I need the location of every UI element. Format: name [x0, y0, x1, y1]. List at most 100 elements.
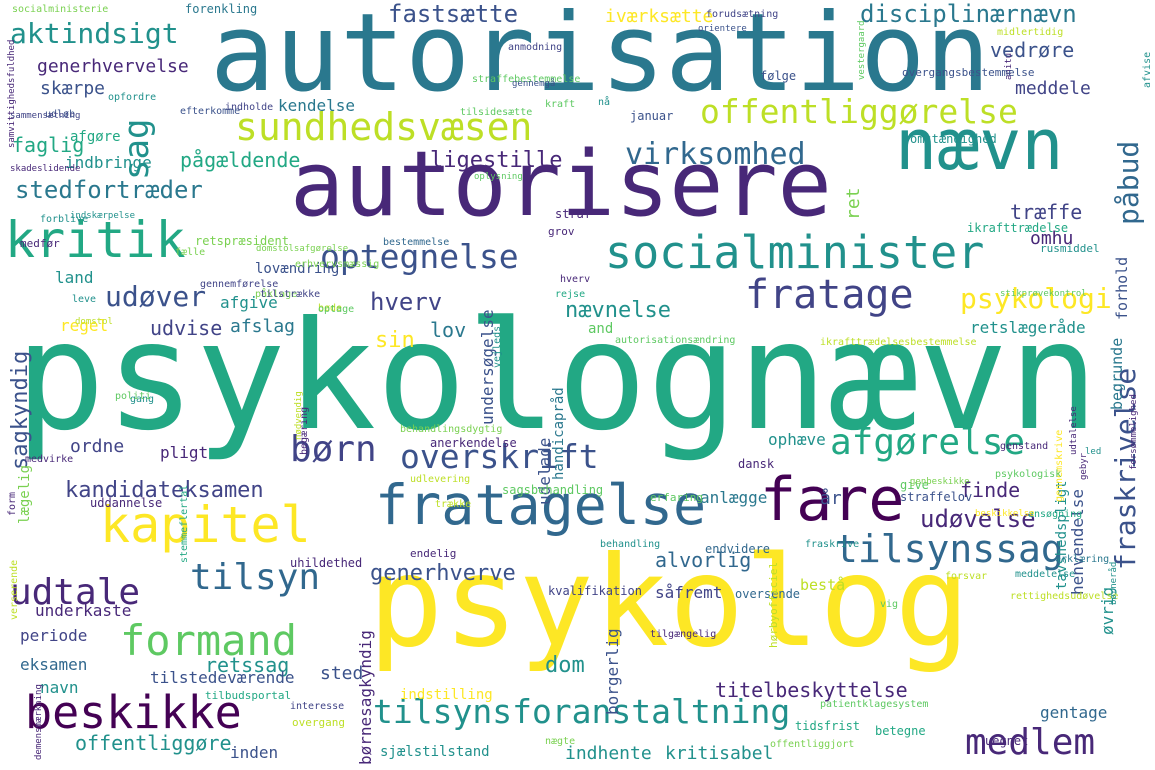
word-19: udtale — [10, 572, 141, 613]
word-140: medfør — [20, 237, 60, 250]
word-194: stikprøvekontrol — [1000, 289, 1087, 299]
word-119: give — [900, 478, 929, 492]
word-52: dom — [545, 653, 585, 678]
word-18: tilsyn — [190, 557, 321, 598]
word-183: børneråd — [1109, 561, 1119, 605]
word-0: psykolognævn — [15, 290, 1099, 464]
word-74: periode — [20, 626, 88, 645]
word-55: finde — [960, 478, 1021, 502]
word-80: indhente — [565, 743, 652, 764]
word-165: vestergaard — [857, 20, 867, 80]
word-3: autorisere — [290, 132, 832, 237]
word-59: begrunde — [1108, 337, 1126, 410]
word-144: påklage — [255, 289, 298, 300]
word-108: sagsbehandling — [502, 483, 604, 497]
word-26: påbud — [1112, 140, 1145, 225]
word-193: erhvervsmæssig — [295, 259, 380, 270]
word-100: kraft — [545, 99, 576, 110]
word-82: gentage — [1040, 703, 1108, 722]
word-1: psykolog — [368, 530, 971, 675]
word-48: omhu — [1030, 228, 1074, 249]
word-154: sammensætning — [10, 111, 81, 121]
word-70: ordne — [70, 436, 125, 457]
word-176: verserende — [9, 559, 20, 620]
word-191: genbeskikke — [910, 477, 970, 487]
word-135: vejleds — [492, 325, 503, 368]
word-189: psykologisk — [995, 469, 1062, 480]
word-182: udtalelse — [1069, 406, 1079, 455]
word-44: iværksætte — [605, 6, 714, 27]
word-175: stemmeflertal — [179, 484, 190, 563]
word-190: beskikkelse — [975, 509, 1035, 519]
word-149: autorisationsændring — [615, 335, 736, 346]
word-162: orientere — [698, 24, 747, 34]
word-77: tilstedeværende — [150, 668, 295, 687]
word-7: fratagelse — [375, 473, 707, 537]
word-9: fratage — [745, 272, 914, 318]
word-156: straffebestemmelse — [472, 74, 581, 85]
word-38: nævnelse — [565, 298, 671, 323]
word-49: alvorlig — [655, 548, 752, 572]
word-42: skærpe — [40, 78, 106, 99]
word-2: autorisation — [210, 0, 991, 116]
word-73: navn — [40, 678, 79, 697]
word-113: fraskrive — [805, 539, 860, 550]
word-114: kvalifikation — [548, 584, 642, 598]
word-124: lægelig — [17, 464, 33, 524]
word-150: ikrafttrædelsesbestemmelse — [820, 337, 977, 348]
word-179: rettighedsudøvelse — [1010, 591, 1119, 602]
word-130: nægte — [545, 736, 576, 747]
word-153: skadeslidende — [10, 164, 81, 174]
word-27: psykologi — [960, 282, 1112, 315]
word-178: offentliggjort — [770, 739, 855, 750]
word-69: land — [55, 268, 94, 287]
word-36: generhverve — [370, 561, 516, 586]
word-102: omstændighed — [910, 132, 997, 146]
word-78: offentliggøre — [75, 731, 232, 755]
word-202: tilgængelig — [650, 629, 717, 640]
word-116: bestå — [800, 576, 846, 594]
word-4: nævn — [895, 104, 1064, 186]
word-14: offentliggørelse — [700, 92, 1018, 131]
word-127: tilbudsportal — [205, 689, 292, 702]
word-8: fare — [760, 465, 905, 535]
word-58: ophæve — [768, 430, 826, 449]
word-40: ligestille — [430, 148, 563, 173]
word-142: fælle — [175, 247, 206, 258]
word-147: politi — [115, 391, 152, 402]
word-126: indstilling — [400, 687, 493, 703]
word-24: afgørelse — [830, 422, 1026, 463]
word-22: overskrift — [400, 437, 599, 476]
word-136: gang — [130, 394, 155, 405]
word-11: beskikke — [25, 686, 242, 739]
word-120: erfaring — [650, 491, 703, 504]
word-76: underkaste — [35, 601, 132, 620]
word-87: sjælstilstand — [380, 744, 490, 760]
word-171: udlevering — [410, 474, 471, 485]
word-97: udløb — [45, 109, 76, 120]
word-122: uhildethed — [290, 556, 363, 570]
word-75: eksamen — [20, 655, 88, 674]
word-23: børn — [290, 429, 377, 470]
word-13: sundhedsvæsen — [235, 105, 533, 149]
word-125: form — [7, 491, 18, 516]
word-160: domstolsafgørelse — [256, 244, 349, 254]
word-141: forblive — [40, 214, 89, 225]
word-196: tilstrække — [260, 289, 321, 300]
word-6: socialminister — [605, 226, 985, 279]
word-46: meddele — [1015, 78, 1091, 99]
word-151: socialministerie — [12, 4, 109, 15]
word-16: optegnelse — [320, 237, 519, 276]
word-67: afslag — [230, 316, 296, 337]
word-187: gennemskrive — [1054, 429, 1065, 502]
word-132: tidsfrist — [795, 719, 861, 733]
word-174: ansøgning — [1028, 509, 1083, 520]
word-133: borgerlig — [603, 628, 622, 715]
word-60: forhold — [1113, 256, 1131, 320]
word-12: formand — [120, 616, 298, 665]
word-57: anlægge — [700, 488, 768, 507]
word-98: opfordre — [108, 92, 157, 103]
word-200: nødvendig — [294, 391, 304, 440]
word-186: gebyr — [1079, 452, 1089, 480]
word-31: fastsætte — [388, 0, 519, 28]
